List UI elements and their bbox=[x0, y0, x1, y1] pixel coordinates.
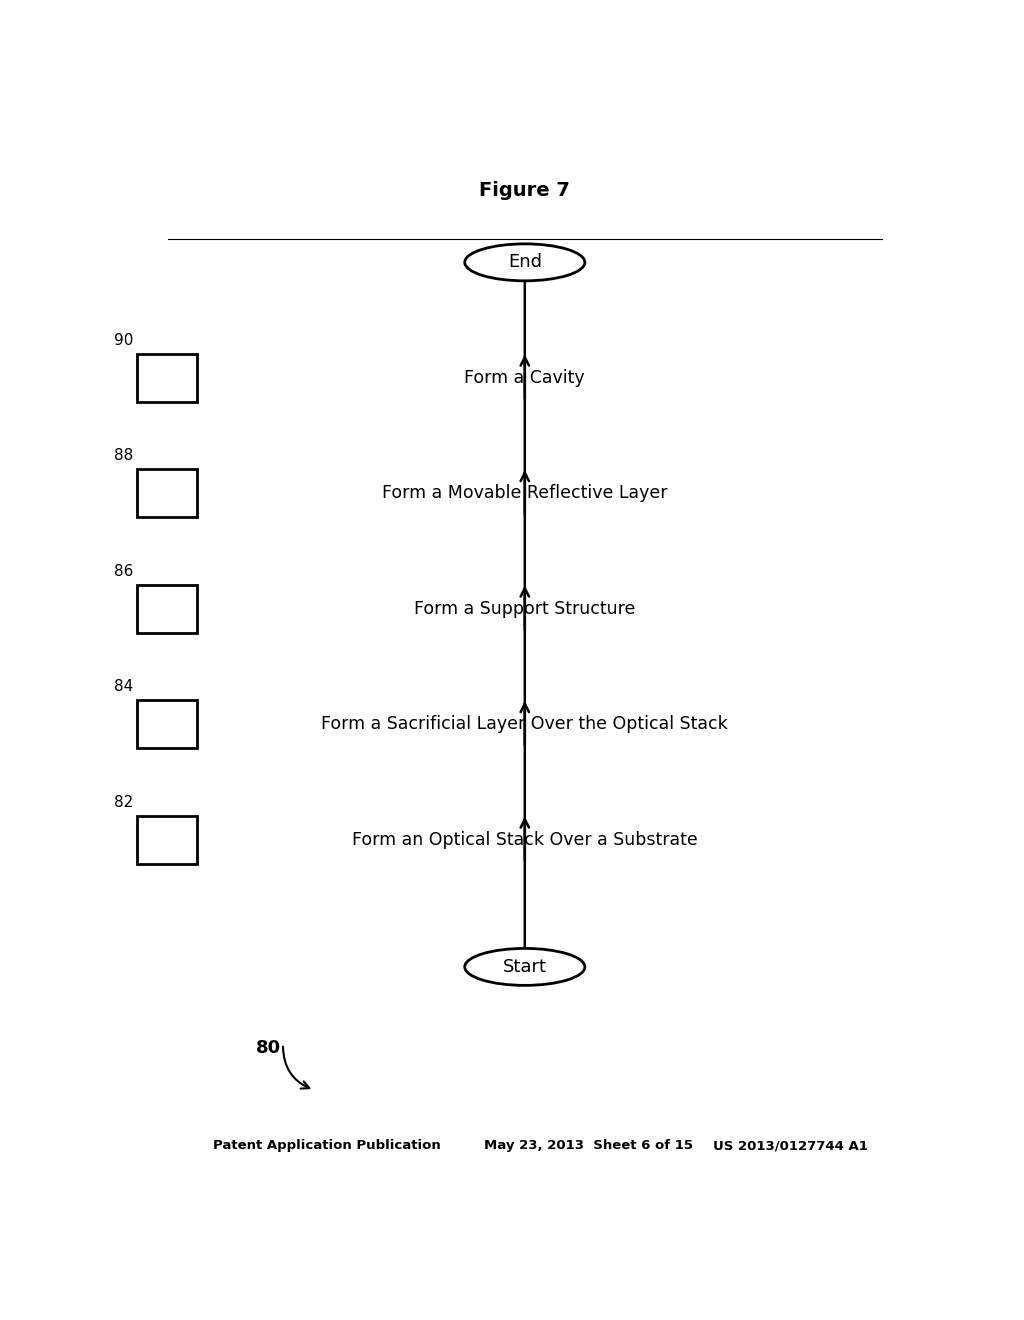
Text: Form a Cavity: Form a Cavity bbox=[465, 368, 585, 387]
Ellipse shape bbox=[465, 949, 585, 986]
Ellipse shape bbox=[465, 244, 585, 281]
Text: 90: 90 bbox=[114, 333, 133, 348]
Text: 88: 88 bbox=[114, 449, 133, 463]
Text: 86: 86 bbox=[114, 564, 133, 579]
Text: Form a Movable Reflective Layer: Form a Movable Reflective Layer bbox=[382, 484, 668, 503]
Text: End: End bbox=[508, 253, 542, 272]
Text: Form a Support Structure: Form a Support Structure bbox=[414, 599, 636, 618]
Text: Start: Start bbox=[503, 958, 547, 975]
Text: 82: 82 bbox=[114, 795, 133, 810]
Text: Form a Sacrificial Layer Over the Optical Stack: Form a Sacrificial Layer Over the Optica… bbox=[322, 715, 728, 734]
Text: 80: 80 bbox=[256, 1039, 281, 1057]
Bar bbox=[137, 470, 197, 517]
Text: May 23, 2013  Sheet 6 of 15: May 23, 2013 Sheet 6 of 15 bbox=[484, 1139, 693, 1152]
Text: US 2013/0127744 A1: US 2013/0127744 A1 bbox=[713, 1139, 868, 1152]
Text: Form an Optical Stack Over a Substrate: Form an Optical Stack Over a Substrate bbox=[352, 830, 697, 849]
Text: Patent Application Publication: Patent Application Publication bbox=[213, 1139, 441, 1152]
Bar bbox=[137, 701, 197, 748]
Bar bbox=[137, 354, 197, 401]
Text: 84: 84 bbox=[114, 680, 133, 694]
Text: Figure 7: Figure 7 bbox=[479, 181, 570, 201]
Bar bbox=[137, 585, 197, 632]
Bar bbox=[137, 816, 197, 863]
